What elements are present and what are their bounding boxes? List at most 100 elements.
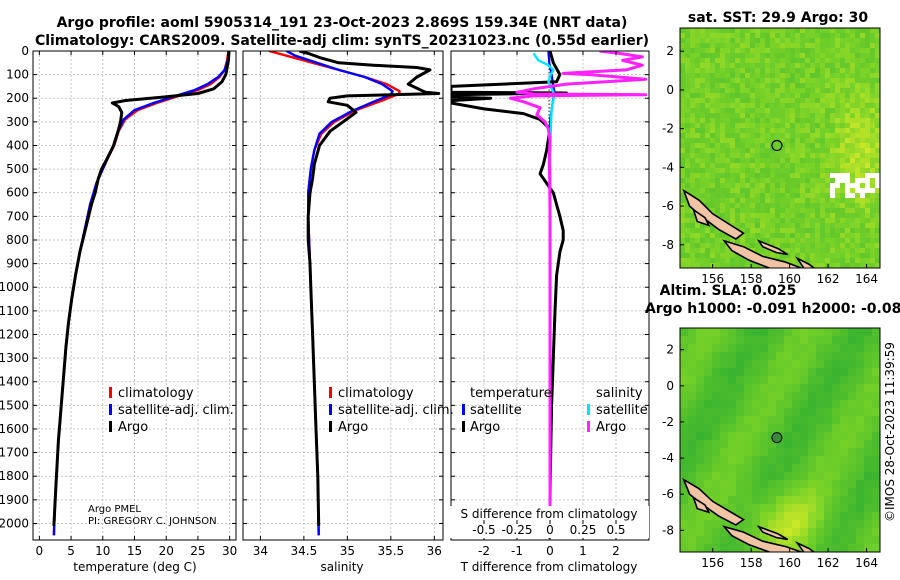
map-cell <box>810 123 815 128</box>
map-cell <box>825 153 830 158</box>
map-cell <box>815 123 820 128</box>
map-cell <box>688 544 696 552</box>
map-cell <box>815 188 820 193</box>
map-cell <box>870 88 875 93</box>
map-cell <box>735 203 740 208</box>
map-cell <box>715 43 720 48</box>
map-cell <box>800 163 805 168</box>
map-cell <box>850 113 855 118</box>
salinity-series <box>268 51 441 536</box>
map-cell <box>805 168 810 173</box>
map-cell <box>855 228 860 233</box>
map-cell <box>810 178 815 183</box>
map-cell <box>810 148 815 153</box>
x-tick-label: 0 <box>546 544 554 558</box>
map-cell <box>805 93 810 98</box>
map-cell <box>825 258 830 263</box>
map-cell <box>850 183 855 188</box>
map-cell <box>750 128 755 133</box>
map-cell <box>710 168 715 173</box>
map-y-tick-label: 0 <box>666 379 674 393</box>
map-cell <box>710 73 715 78</box>
map-cell <box>815 33 820 38</box>
map-cell <box>865 63 870 68</box>
map-cell <box>755 213 760 218</box>
map-cell <box>856 440 864 448</box>
map-cell <box>690 183 695 188</box>
map-cell <box>710 243 715 248</box>
map-cell <box>705 103 710 108</box>
map-cell <box>715 118 720 123</box>
map-cell <box>705 173 710 178</box>
map-cell <box>855 53 860 58</box>
map-cell <box>680 118 685 123</box>
map-cell <box>785 173 790 178</box>
map-cell <box>696 352 704 360</box>
map-cell <box>728 424 736 432</box>
map-cell <box>745 238 750 243</box>
map-cell <box>830 78 835 83</box>
map-cell <box>820 103 825 108</box>
map-cell <box>870 253 875 258</box>
map-cell <box>700 123 705 128</box>
x-tick-label: 10 <box>95 544 110 558</box>
map-cell <box>745 133 750 138</box>
map-cell <box>752 432 760 440</box>
map-cell <box>810 88 815 93</box>
map-cell <box>730 263 735 268</box>
map-cell <box>776 424 784 432</box>
map-cell <box>875 38 880 43</box>
map-cell <box>790 218 795 223</box>
map-cell <box>712 352 720 360</box>
map-cell <box>770 28 775 33</box>
map-cell <box>725 48 730 53</box>
map-cell <box>820 128 825 133</box>
map-cell <box>700 248 705 253</box>
map-cell <box>865 173 870 178</box>
map-cell <box>710 228 715 233</box>
map-cell <box>700 188 705 193</box>
map-cell <box>825 73 830 78</box>
map-cell <box>736 464 744 472</box>
map-cell <box>848 336 856 344</box>
map-cell <box>705 73 710 78</box>
map-cell <box>705 163 710 168</box>
map-cell <box>825 223 830 228</box>
map-cell <box>700 48 705 53</box>
map-cell <box>860 148 865 153</box>
map-cell <box>835 98 840 103</box>
map-cell <box>800 496 808 504</box>
map-cell <box>850 143 855 148</box>
map-cell <box>720 213 725 218</box>
map-cell <box>820 153 825 158</box>
map-cell <box>805 188 810 193</box>
map-cell <box>830 233 835 238</box>
map-cell <box>770 178 775 183</box>
map-cell <box>830 218 835 223</box>
map-cell <box>752 488 760 496</box>
map-cell <box>730 28 735 33</box>
map-cell <box>780 58 785 63</box>
map-cell <box>870 158 875 163</box>
map-cell <box>775 83 780 88</box>
map-cell <box>830 198 835 203</box>
temperature-profile-panel: 0100200300400500600700800900100011001200… <box>0 44 237 574</box>
map-cell <box>848 520 856 528</box>
x-tick-label: 25 <box>190 544 205 558</box>
map-cell <box>690 233 695 238</box>
map-cell <box>750 108 755 113</box>
map-cell <box>800 233 805 238</box>
map-cell <box>715 143 720 148</box>
map-cell <box>805 48 810 53</box>
map-cell <box>720 133 725 138</box>
map-cell <box>830 173 835 178</box>
map-cell <box>720 143 725 148</box>
map-cell <box>680 536 688 544</box>
map-cell <box>744 424 752 432</box>
map-cell <box>872 496 880 504</box>
map-cell <box>685 208 690 213</box>
map-cell <box>710 88 715 93</box>
map-cell <box>755 98 760 103</box>
map-cell <box>695 183 700 188</box>
